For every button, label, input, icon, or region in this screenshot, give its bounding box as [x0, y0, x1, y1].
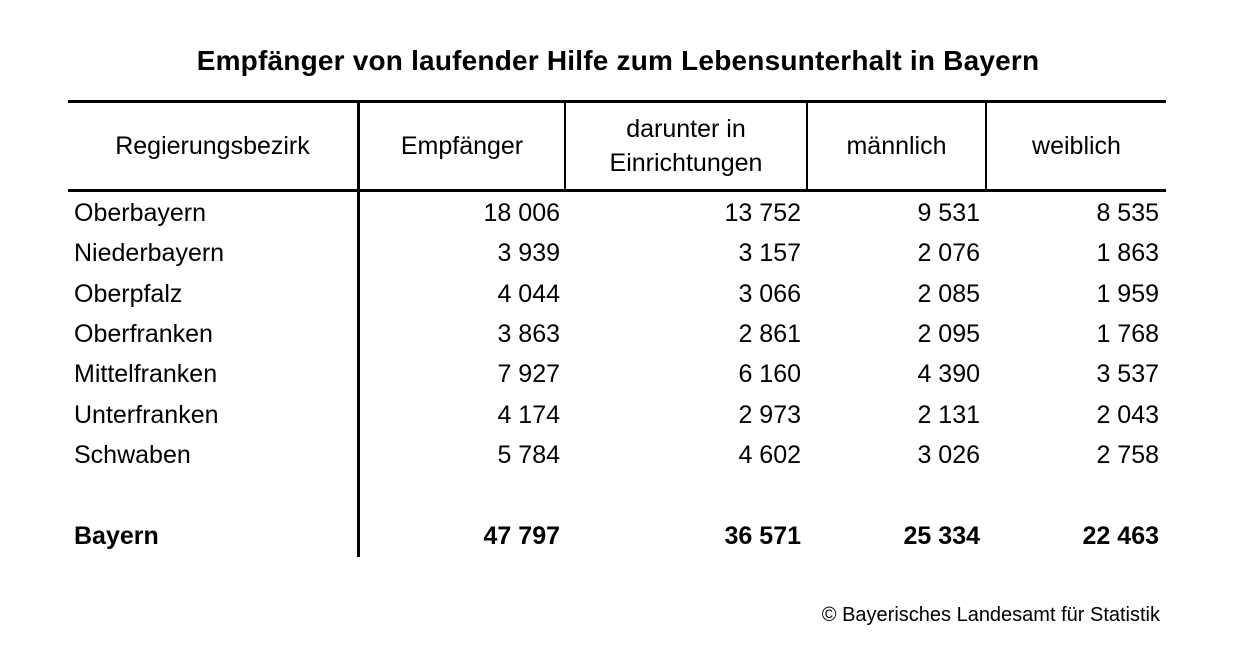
table-row: Oberfranken 3 863 2 861 2 095 1 768	[68, 314, 1166, 354]
cell-empfaenger: 4 044	[497, 280, 560, 308]
row-label: Schwaben	[74, 441, 191, 469]
table-row: Unterfranken 4 174 2 973 2 131 2 043	[68, 395, 1166, 435]
row-label: Mittelfranken	[74, 360, 218, 388]
cell-weiblich: 3 537	[1096, 360, 1159, 388]
cell-weiblich: 2 043	[1096, 401, 1159, 429]
header-maennlich: männlich	[846, 132, 947, 160]
total-label: Bayern	[74, 522, 159, 550]
cell-maennlich: 4 390	[917, 360, 980, 388]
table-row: Schwaben 5 784 4 602 3 026 2 758	[68, 435, 1166, 475]
cell-einrichtungen: 13 752	[724, 199, 801, 227]
cell-empfaenger: 3 863	[497, 320, 560, 348]
row-label: Oberpfalz	[74, 280, 183, 308]
table-title: Empfänger von laufender Hilfe zum Lebens…	[196, 45, 1040, 76]
total-row: Bayern 47 797 36 571 25 334 22 463	[68, 516, 1166, 556]
header-regierungsbezirk: Regierungsbezirk	[115, 132, 310, 160]
table-row: Niederbayern 3 939 3 157 2 076 1 863	[68, 233, 1166, 273]
table-top-rule	[68, 100, 1166, 103]
header-bottom-rule	[68, 189, 1166, 192]
total-maennlich: 25 334	[903, 522, 980, 550]
cell-maennlich: 2 095	[917, 320, 980, 348]
cell-einrichtungen: 6 160	[738, 360, 801, 388]
cell-weiblich: 1 863	[1096, 239, 1159, 267]
table-row: Oberbayern 18 006 13 752 9 531 8 535	[68, 193, 1166, 233]
header-divider-1	[564, 100, 566, 192]
cell-einrichtungen: 3 066	[738, 280, 801, 308]
cell-einrichtungen: 3 157	[738, 239, 801, 267]
cell-einrichtungen: 2 973	[738, 401, 801, 429]
cell-empfaenger: 18 006	[483, 199, 560, 227]
cell-empfaenger: 5 784	[497, 441, 560, 469]
table-row: Mittelfranken 7 927 6 160 4 390 3 537	[68, 354, 1166, 394]
cell-maennlich: 2 085	[917, 280, 980, 308]
row-label: Oberfranken	[74, 320, 213, 348]
table-row: Oberpfalz 4 044 3 066 2 085 1 959	[68, 274, 1166, 314]
header-einrichtungen: darunter in Einrichtungen	[609, 115, 763, 177]
header-weiblich: weiblich	[1032, 132, 1121, 160]
cell-weiblich: 8 535	[1096, 199, 1159, 227]
header-divider-2	[806, 100, 808, 192]
cell-einrichtungen: 4 602	[738, 441, 801, 469]
cell-maennlich: 2 131	[917, 401, 980, 429]
cell-weiblich: 1 959	[1096, 280, 1159, 308]
total-einrichtungen: 36 571	[724, 522, 801, 550]
cell-weiblich: 2 758	[1096, 441, 1159, 469]
cell-maennlich: 3 026	[917, 441, 980, 469]
header-empfaenger: Empfänger	[400, 132, 524, 160]
cell-empfaenger: 3 939	[497, 239, 560, 267]
first-column-divider	[357, 100, 360, 557]
cell-einrichtungen: 2 861	[738, 320, 801, 348]
row-label: Oberbayern	[74, 199, 207, 227]
header-divider-3	[985, 100, 987, 192]
cell-weiblich: 1 768	[1096, 320, 1159, 348]
cell-maennlich: 2 076	[917, 239, 980, 267]
row-label: Unterfranken	[74, 401, 219, 429]
cell-empfaenger: 4 174	[497, 401, 560, 429]
row-label: Niederbayern	[74, 239, 225, 267]
copyright-note: © Bayerisches Landesamt für Statistik	[821, 604, 1160, 626]
cell-maennlich: 9 531	[917, 199, 980, 227]
total-weiblich: 22 463	[1082, 522, 1159, 550]
cell-empfaenger: 7 927	[497, 360, 560, 388]
total-empfaenger: 47 797	[483, 522, 560, 550]
